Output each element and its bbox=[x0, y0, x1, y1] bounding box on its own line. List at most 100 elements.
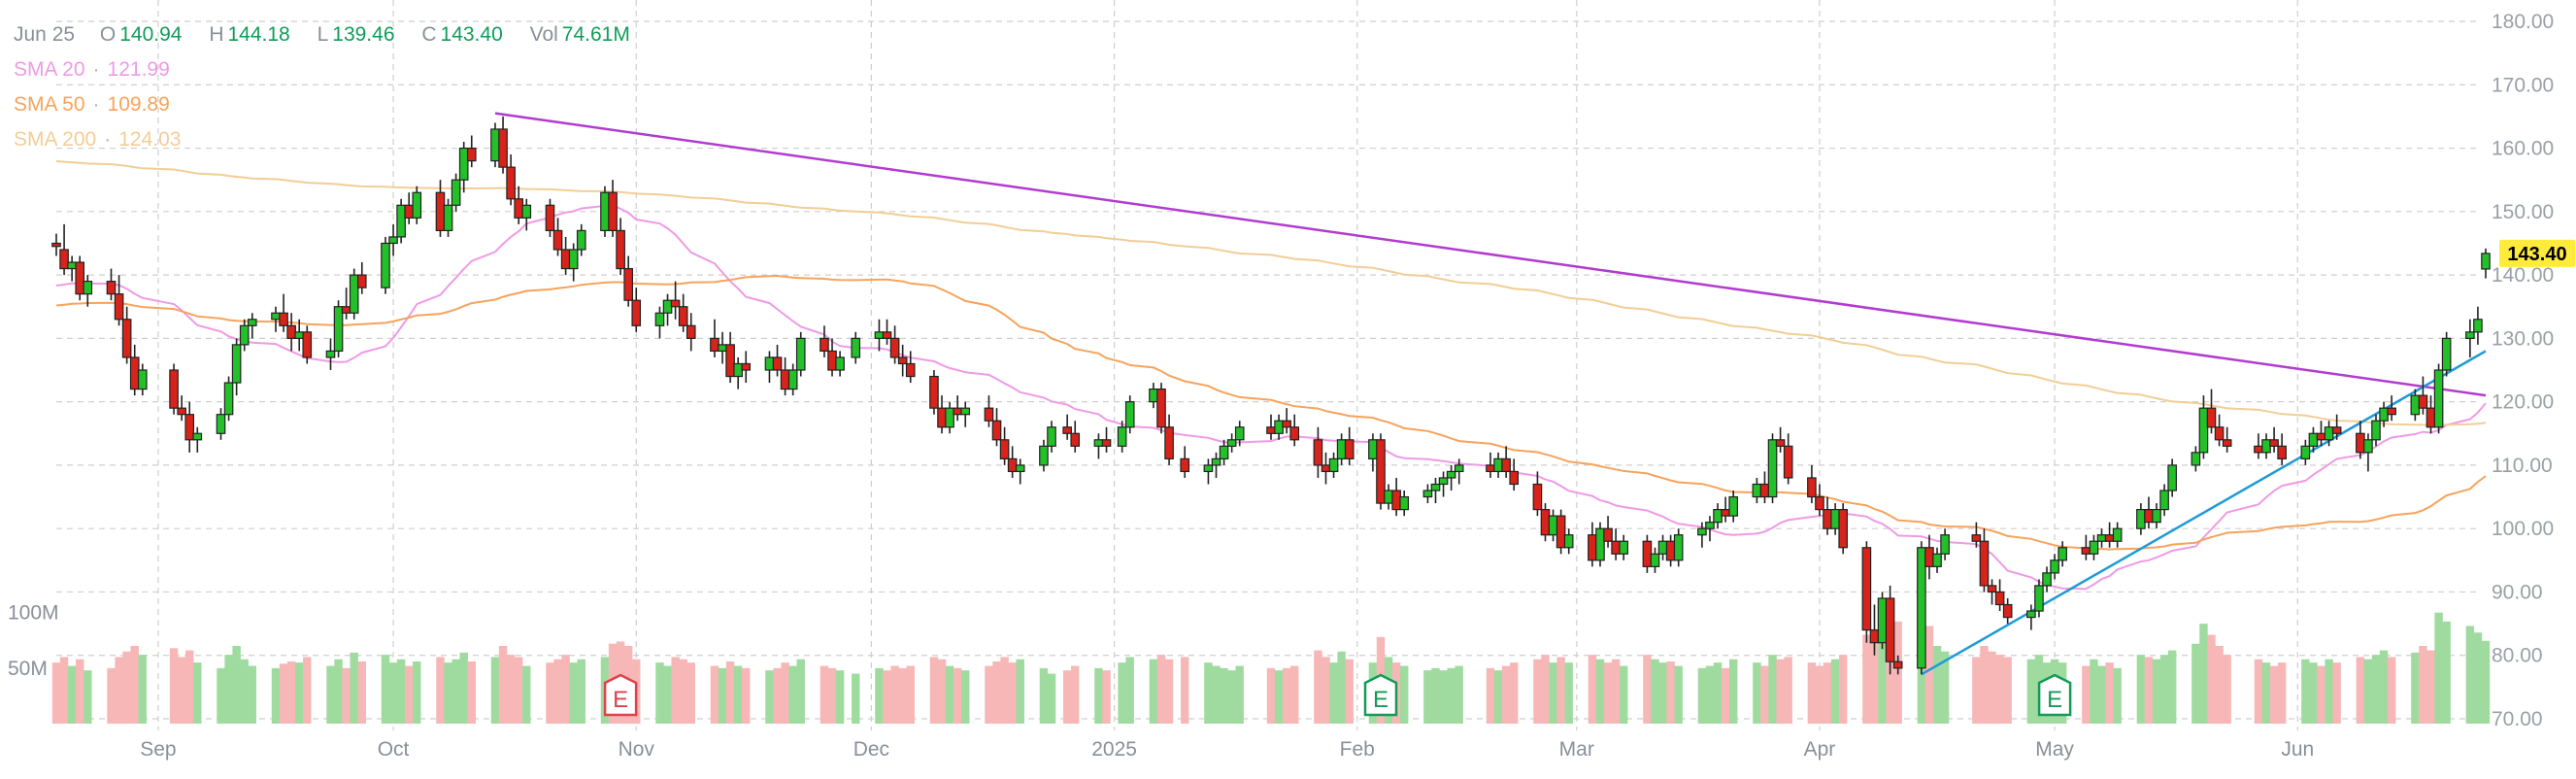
candle-body bbox=[1124, 401, 1135, 428]
candle-body bbox=[239, 324, 250, 346]
volume-bar bbox=[396, 659, 406, 724]
resistance-trendline[interactable] bbox=[494, 112, 2487, 397]
sma20-value: 121.99 bbox=[107, 58, 170, 81]
volume-bar bbox=[1220, 667, 1228, 724]
candle bbox=[2465, 319, 2475, 357]
candle bbox=[2136, 503, 2146, 535]
candle-body bbox=[2379, 407, 2389, 422]
volume-bar bbox=[1980, 646, 1989, 724]
candle bbox=[2418, 376, 2428, 415]
candle-body bbox=[662, 299, 673, 314]
volume-bar bbox=[985, 665, 993, 724]
candle-body bbox=[1234, 426, 1245, 441]
volume-bar bbox=[1345, 659, 1354, 724]
volume-bar bbox=[1784, 657, 1792, 724]
volume-bar bbox=[286, 661, 296, 724]
candle bbox=[1446, 464, 1456, 491]
candle bbox=[1987, 579, 1997, 605]
candle bbox=[1540, 503, 1551, 542]
candle bbox=[1070, 421, 1081, 453]
candle bbox=[960, 401, 971, 427]
y-tick-label: 120.00 bbox=[2492, 391, 2554, 414]
sma20-line[interactable] bbox=[55, 204, 2487, 591]
candle bbox=[1376, 433, 1386, 510]
candle-body bbox=[2433, 369, 2444, 428]
volume-bar bbox=[2442, 621, 2451, 724]
sma50-row[interactable]: SMA 50 · 109.89 bbox=[14, 93, 170, 116]
volume-bar bbox=[796, 659, 805, 724]
volume-value: 74.61M bbox=[561, 23, 630, 46]
candle bbox=[1885, 585, 1895, 675]
candle-body bbox=[2269, 439, 2279, 447]
candle bbox=[325, 338, 336, 370]
candle bbox=[568, 243, 579, 282]
candle bbox=[1328, 452, 1339, 478]
candle-body bbox=[2152, 508, 2161, 524]
candle-body bbox=[1368, 439, 1378, 459]
trendlines[interactable] bbox=[494, 112, 2487, 676]
candle-body bbox=[137, 369, 148, 390]
candle-body bbox=[1807, 477, 1817, 498]
earnings-marker[interactable]: E bbox=[2037, 673, 2072, 717]
volume-bar bbox=[1721, 667, 1730, 724]
volume-bar bbox=[1753, 662, 1761, 724]
candle-body bbox=[631, 299, 642, 326]
candle bbox=[1775, 426, 1786, 453]
volume-bar bbox=[294, 662, 304, 724]
sma200-row[interactable]: SMA 200 · 124.03 bbox=[14, 128, 182, 151]
earnings-marker[interactable]: E bbox=[603, 673, 638, 717]
candle bbox=[835, 351, 845, 377]
candle bbox=[1234, 421, 1245, 447]
candle bbox=[514, 186, 523, 224]
candle-body bbox=[741, 362, 752, 371]
volume-bar bbox=[1815, 665, 1824, 724]
sma20-row[interactable]: SMA 20 · 121.99 bbox=[14, 58, 170, 81]
sma50-line[interactable] bbox=[55, 274, 2487, 551]
volume-bar bbox=[718, 667, 727, 724]
candle-body bbox=[177, 407, 186, 416]
candle-body bbox=[216, 414, 226, 434]
volume-bar bbox=[1235, 665, 1244, 724]
candle bbox=[1509, 458, 1520, 491]
candle bbox=[271, 306, 281, 332]
candle-body bbox=[2089, 540, 2099, 555]
low-label: L bbox=[317, 23, 329, 46]
candle bbox=[114, 275, 124, 326]
volume-bar bbox=[827, 667, 837, 724]
candle-body bbox=[1501, 457, 1511, 473]
candle-body bbox=[1391, 490, 1401, 511]
close-value: 143.40 bbox=[440, 23, 503, 46]
volume-bar bbox=[1204, 662, 1213, 724]
volume-bar bbox=[1776, 659, 1785, 724]
volume-bar bbox=[2207, 634, 2216, 724]
volume-bars bbox=[51, 601, 2491, 724]
candle-body bbox=[2481, 253, 2491, 270]
volume-bar bbox=[388, 662, 398, 724]
volume-bar bbox=[2473, 632, 2483, 724]
earnings-badge bbox=[603, 673, 638, 717]
candle bbox=[1289, 414, 1300, 447]
candle-body bbox=[929, 375, 939, 409]
volume-bar bbox=[1924, 626, 1934, 724]
candle-body bbox=[106, 281, 117, 295]
candle bbox=[1838, 503, 1848, 555]
volume-bar bbox=[1658, 662, 1667, 724]
volume-bar bbox=[1266, 667, 1276, 724]
candle-body bbox=[678, 306, 688, 326]
candle-body bbox=[114, 293, 124, 321]
candle-body bbox=[2363, 439, 2373, 454]
candle-body bbox=[953, 407, 962, 416]
earnings-marker[interactable]: E bbox=[1363, 673, 1398, 717]
candle-body bbox=[827, 350, 837, 371]
y-tick-label: 90.00 bbox=[2492, 581, 2543, 603]
candle bbox=[1823, 496, 1832, 535]
volume-bar bbox=[444, 662, 452, 724]
volume-bar bbox=[2082, 665, 2091, 724]
volume-bar bbox=[1486, 667, 1495, 724]
volume-bar bbox=[852, 673, 860, 724]
candle bbox=[498, 116, 508, 174]
candle bbox=[1266, 414, 1276, 440]
